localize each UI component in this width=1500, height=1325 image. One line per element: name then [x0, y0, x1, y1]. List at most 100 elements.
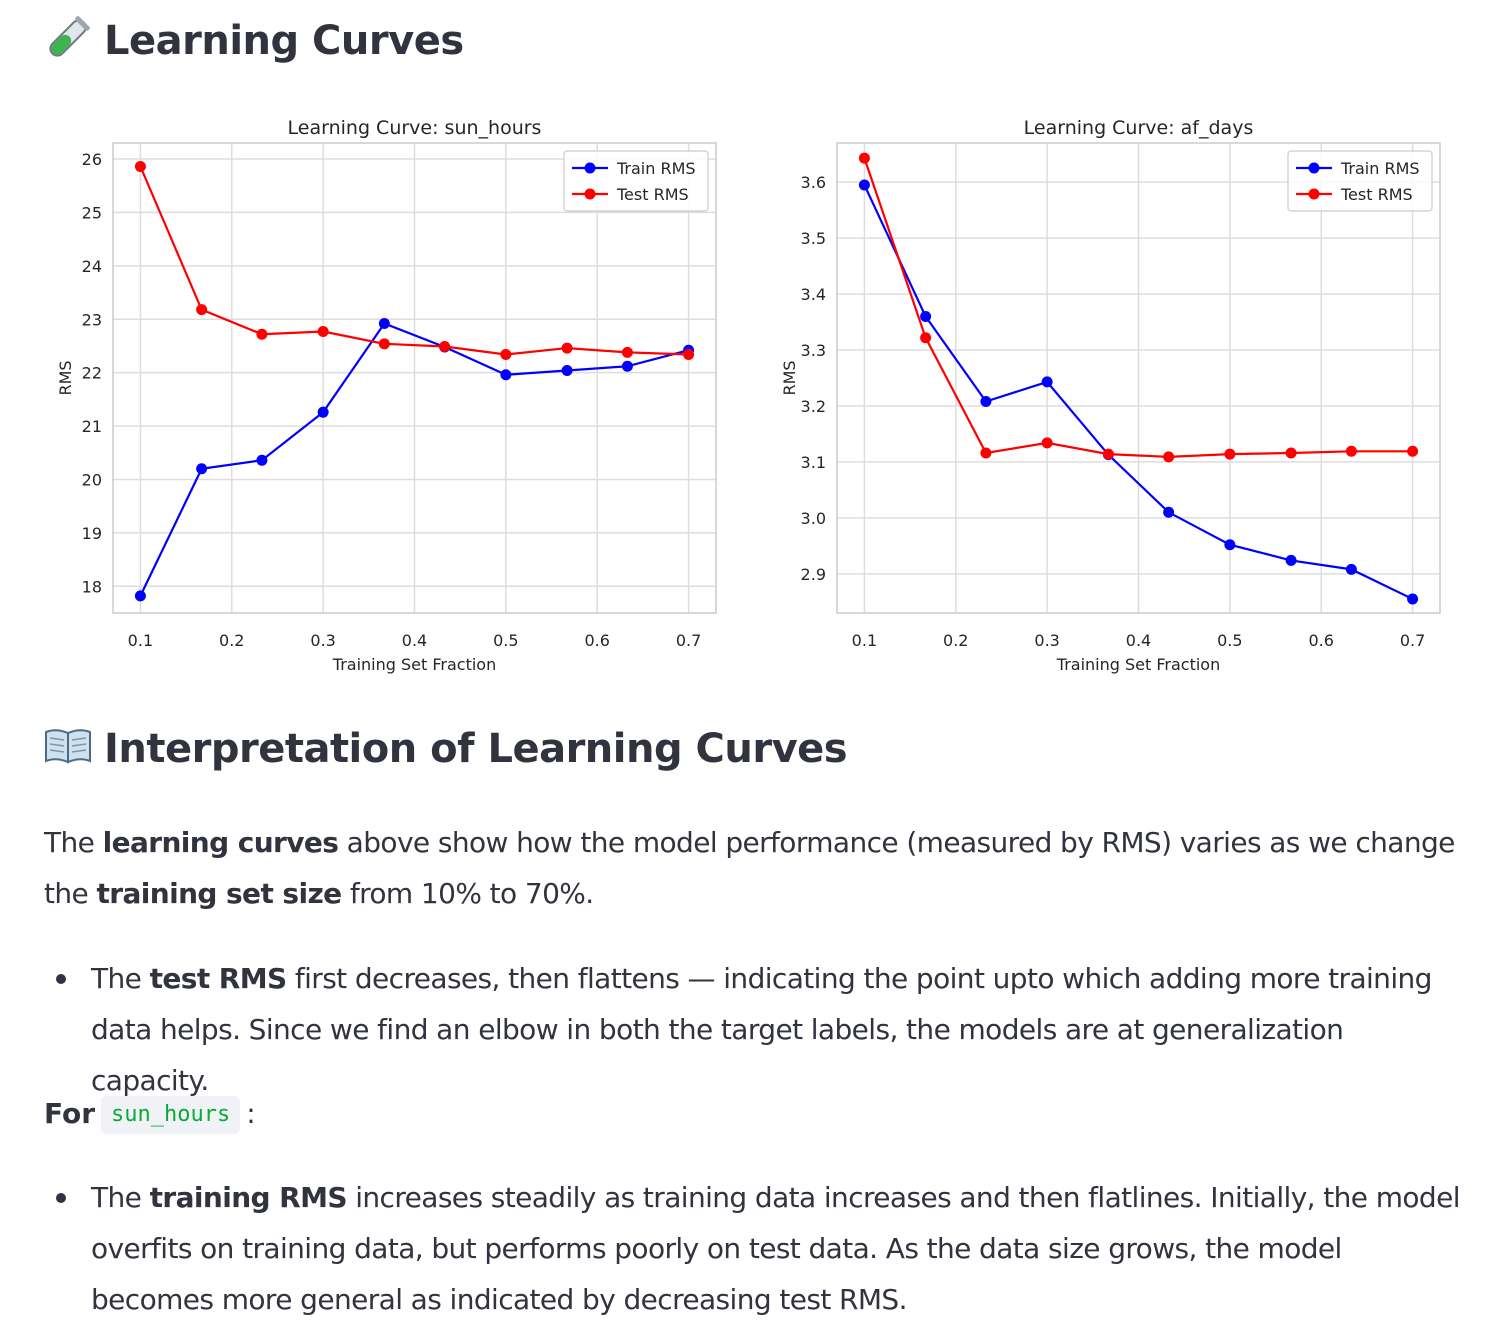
text-run: above show how the model performance (me…: [44, 826, 1455, 910]
chart-svg: 0.1 0.2 0.3 0.4 0.5 0.6 0.7 18 19 20 21 22 23 24 25 26 L…: [56, 117, 717, 674]
list-item-test-rms: The test RMS first decreases, then flatt…: [44, 953, 1464, 1106]
y-tick-label: 18: [82, 577, 102, 596]
legend-label: Train RMS: [616, 159, 696, 178]
bullet-dot: [56, 1193, 66, 1203]
data-point: [621, 346, 633, 358]
open-book-icon: [44, 726, 92, 776]
legend-label: Train RMS: [1340, 159, 1420, 178]
bold-test-rms: test RMS: [149, 962, 288, 995]
x-tick-label: 0.2: [219, 631, 244, 650]
test-tube-icon: [44, 14, 92, 72]
x-tick-label: 0.6: [585, 631, 610, 650]
y-tick-label: 19: [82, 524, 102, 543]
data-point: [196, 463, 208, 475]
series-line: [139, 166, 689, 356]
x-axis-label: Training Set Fraction: [1056, 655, 1220, 674]
data-point: [920, 332, 932, 344]
data-point: [561, 365, 573, 377]
plot-frame: [112, 142, 717, 614]
x-tick-label: 0.5: [493, 631, 518, 650]
y-tick-label: 3.5: [801, 229, 826, 248]
y-tick-label: 3.4: [801, 285, 826, 304]
x-tick-label: 0.4: [1126, 631, 1151, 650]
y-tick-label: 20: [82, 470, 102, 489]
text-run: from 10% to 70%.: [341, 877, 594, 910]
bullet-list: The training RMS increases steadily as t…: [44, 1172, 1464, 1325]
text-run: first decreases, then flattens — indicat…: [91, 962, 1432, 1097]
data-point: [134, 590, 146, 602]
y-tick-label: 3.3: [801, 341, 826, 360]
data-point: [1163, 506, 1175, 518]
data-point: [1041, 437, 1053, 449]
chart-title: Learning Curve: sun_hours: [288, 117, 542, 139]
y-tick-label: 3.1: [801, 453, 826, 472]
interpretation-heading: Interpretation of Learning Curves: [44, 726, 848, 776]
legend-label: Test RMS: [616, 185, 689, 204]
text-run: The: [44, 826, 103, 859]
x-tick-label: 0.3: [1034, 631, 1059, 650]
legend-box: [1287, 150, 1433, 212]
inline-code-sun-hours: sun_hours: [101, 1096, 241, 1134]
text-run: The: [91, 962, 150, 995]
data-point: [256, 454, 268, 466]
data-point: [1163, 451, 1175, 463]
data-point: [920, 310, 932, 322]
y-tick-label: 2.9: [801, 565, 826, 584]
data-point: [683, 349, 695, 360]
x-tick-label: 0.2: [943, 631, 968, 650]
for-sun-hours-line: For sun_hours:: [44, 1088, 256, 1139]
chart-title: Learning Curve: af_days: [1024, 117, 1254, 139]
y-tick-label: 21: [82, 417, 102, 436]
data-point: [858, 152, 870, 164]
data-point: [378, 318, 390, 330]
x-tick-label: 0.3: [310, 631, 335, 650]
data-point: [621, 360, 633, 372]
data-point: [980, 447, 992, 459]
y-axis-label: RMS: [780, 360, 799, 395]
x-tick-label: 0.7: [1400, 631, 1425, 650]
intro-paragraph: The learning curves above show how the m…: [44, 817, 1464, 919]
data-point: [500, 349, 512, 360]
y-tick-label: 26: [82, 150, 102, 169]
y-tick-label: 23: [82, 310, 102, 329]
y-tick-label: 25: [82, 203, 102, 222]
data-point: [196, 304, 208, 316]
data-point: [500, 369, 512, 381]
x-tick-label: 0.4: [402, 631, 427, 650]
data-point: [1102, 448, 1114, 460]
list-item-training-rms: The training RMS increases steadily as t…: [44, 1172, 1464, 1325]
y-axis-label: RMS: [56, 360, 75, 395]
x-tick-label: 0.1: [852, 631, 877, 650]
chart-svg: 0.1 0.2 0.3 0.4 0.5 0.6 0.7 2.9 3.0 3.1 3.2 3.3 3.4 3…: [780, 117, 1441, 674]
data-point: [378, 338, 390, 350]
data-point: [439, 340, 451, 352]
x-tick-label: 0.5: [1217, 631, 1242, 650]
legend-marker: [1308, 188, 1320, 200]
data-point: [1345, 563, 1357, 575]
x-tick-label: 0.6: [1309, 631, 1334, 650]
bold-learning-curves: learning curves: [102, 826, 339, 859]
legend-marker: [1308, 162, 1320, 174]
y-tick-label: 3.0: [801, 509, 826, 528]
data-point: [256, 328, 268, 340]
bullet-list: The test RMS first decreases, then flatt…: [44, 953, 1464, 1106]
x-axis-label: Training Set Fraction: [332, 655, 496, 674]
data-point: [1285, 447, 1297, 459]
plot-frame: [836, 142, 1441, 614]
y-tick-label: 3.6: [801, 173, 826, 192]
data-point: [1407, 593, 1419, 605]
data-point: [1407, 445, 1419, 457]
data-point: [858, 179, 870, 191]
y-tick-label: 3.2: [801, 397, 826, 416]
learning-curve-chart-sun-hours: 0.1 0.2 0.3 0.4 0.5 0.6 0.7 18 19 20 21 22 23 24 25 26 L…: [44, 106, 734, 686]
legend-label: Test RMS: [1340, 185, 1413, 204]
data-point: [317, 326, 329, 338]
learning-curve-chart-af-days: 0.1 0.2 0.3 0.4 0.5 0.6 0.7 2.9 3.0 3.1 3.2 3.3 3.4 3…: [768, 106, 1458, 686]
page-title-text: Learning Curves: [104, 18, 464, 64]
data-point: [1224, 539, 1236, 551]
y-tick-label: 22: [82, 364, 102, 383]
series-line: [139, 322, 689, 597]
data-point: [1224, 448, 1236, 460]
bold-training-set-size: training set size: [96, 877, 342, 910]
legend-marker: [584, 162, 596, 174]
